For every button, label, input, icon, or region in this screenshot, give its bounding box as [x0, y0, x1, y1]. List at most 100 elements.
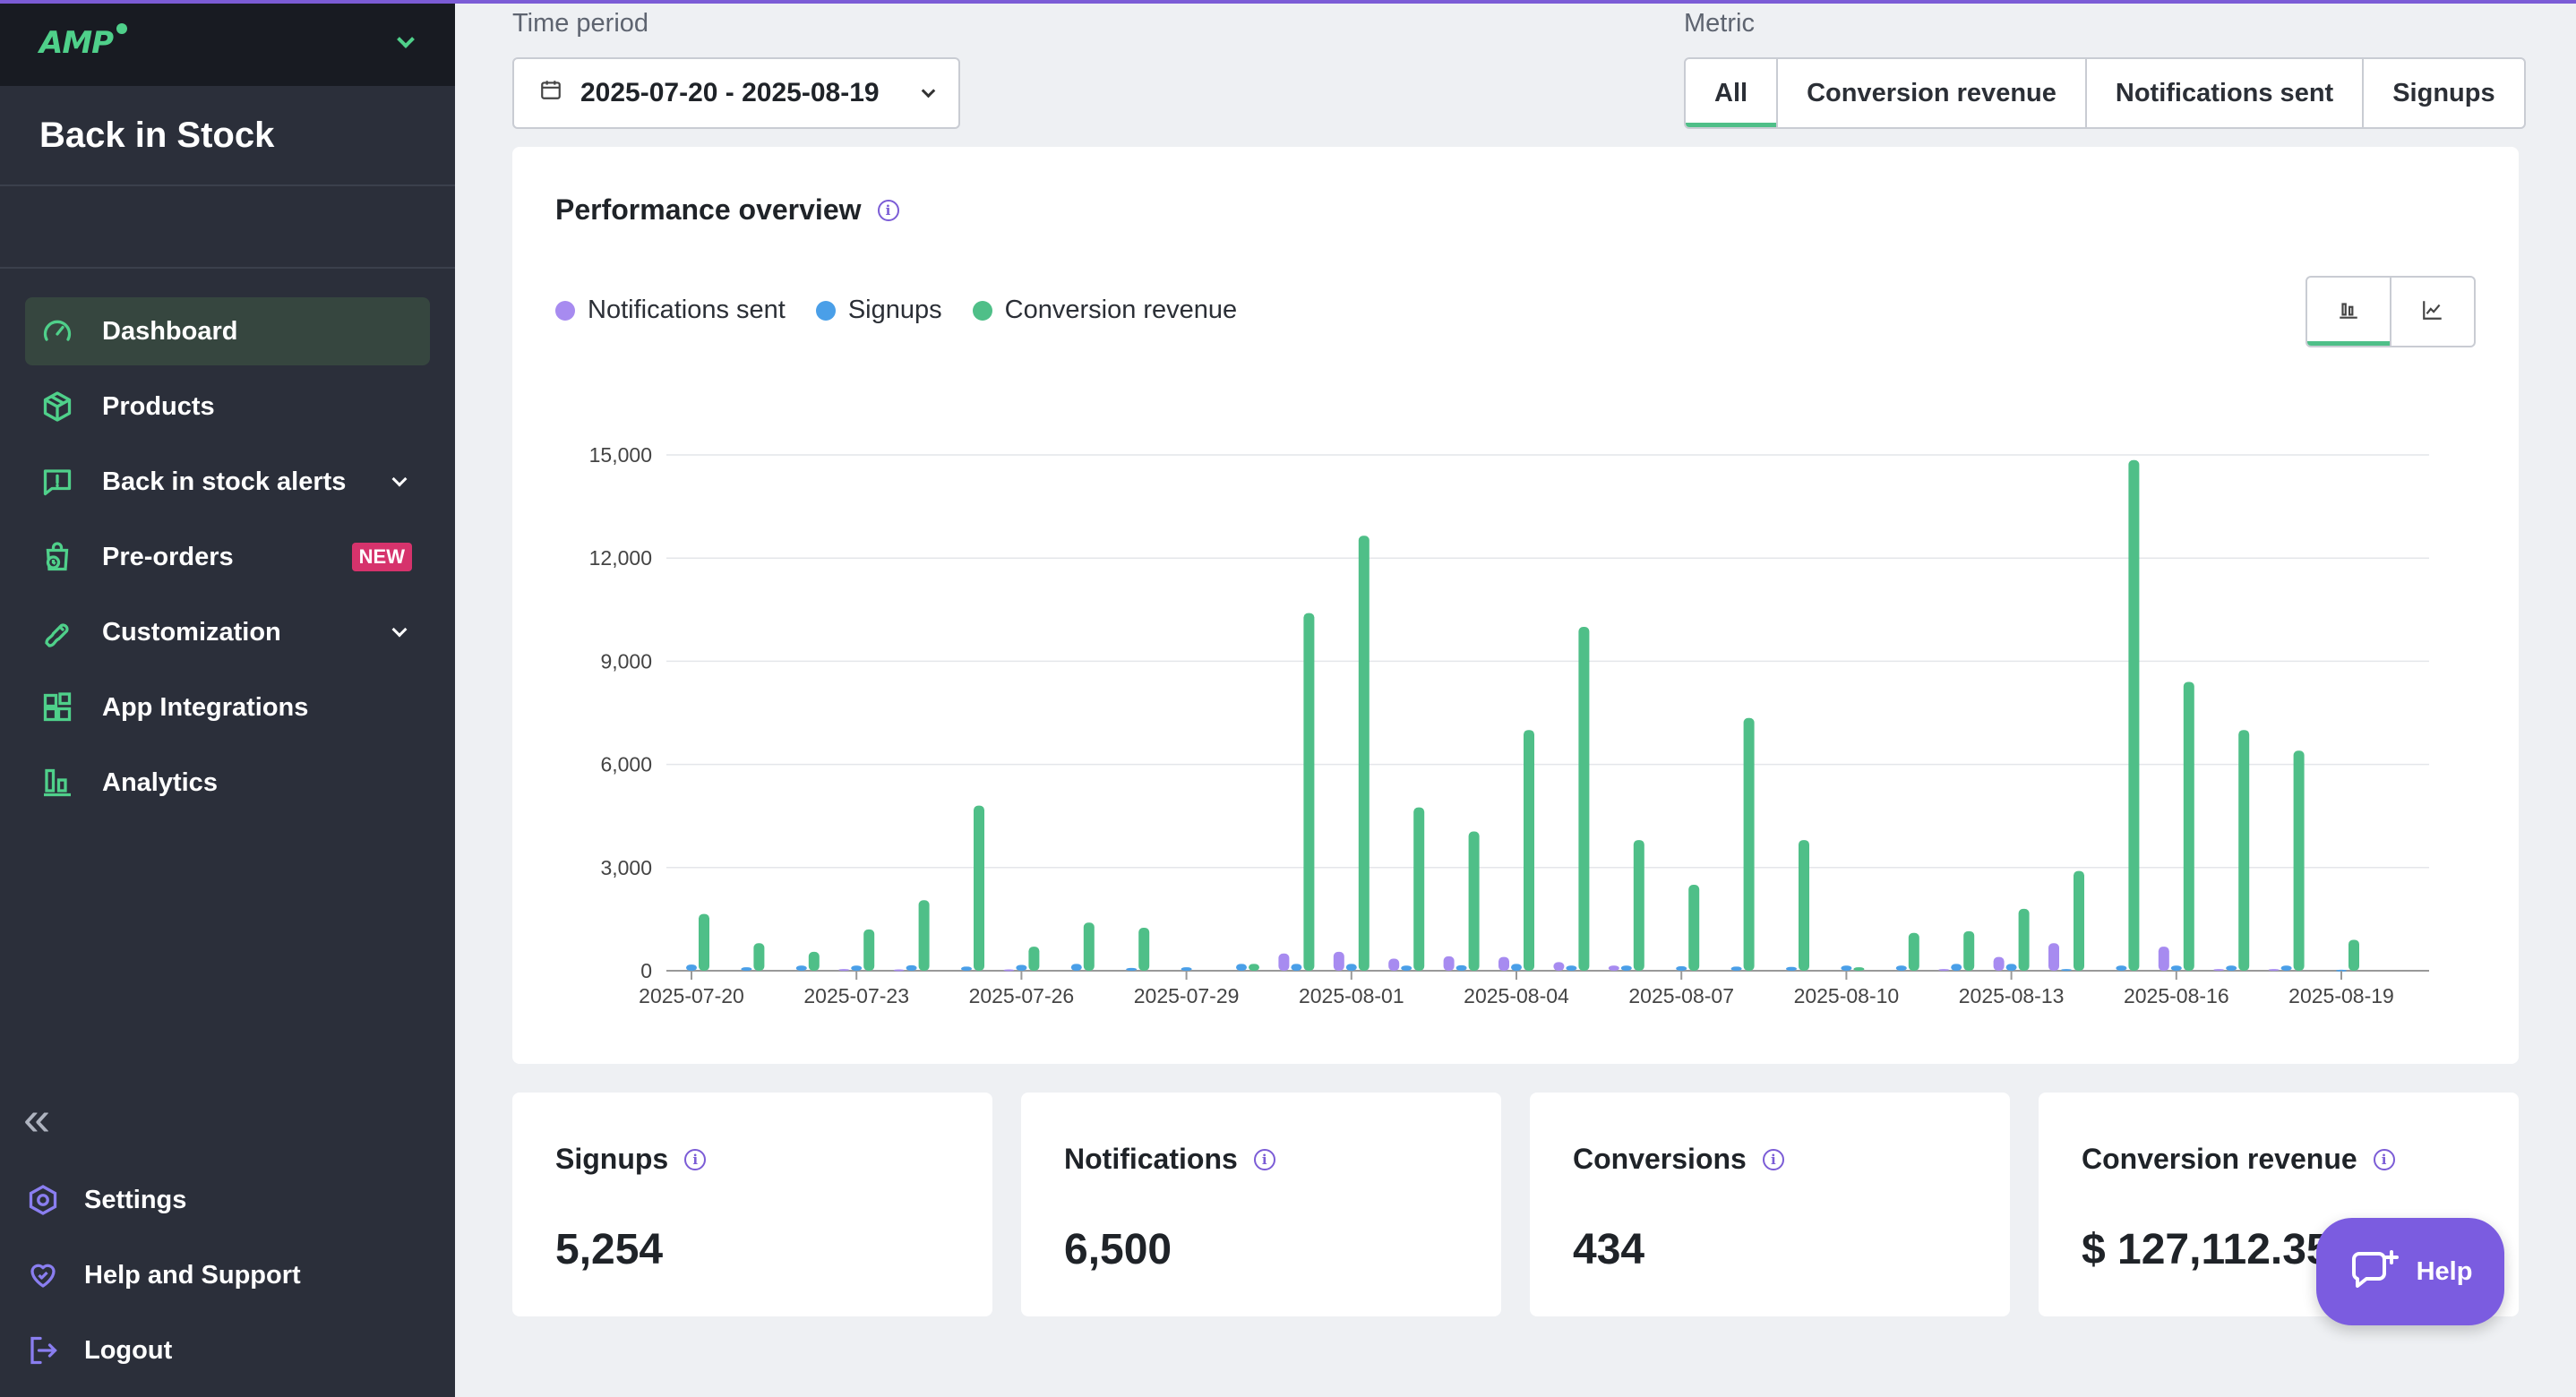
tab-conversion-revenue[interactable]: Conversion revenue: [1778, 59, 2087, 127]
chart-bar: [1468, 831, 1480, 971]
chart-bar: [1676, 966, 1687, 971]
help-label: Help: [2416, 1256, 2473, 1286]
chart-bar: [1799, 840, 1809, 971]
info-icon[interactable]: i: [684, 1148, 707, 1170]
chart-bar: [2018, 908, 2030, 971]
x-tick-label: 2025-07-20: [639, 984, 744, 1007]
logo-dot: [116, 23, 128, 34]
sidebar-item-label: Help and Support: [84, 1260, 301, 1290]
chart-bar: [1633, 840, 1644, 971]
collapse-sidebar-icon[interactable]: «: [23, 1092, 51, 1145]
logout-icon: [25, 1333, 61, 1368]
sidebar-item-label: Dashboard: [102, 316, 238, 346]
legend-item-notifications-sent[interactable]: Notifications sent: [555, 296, 786, 325]
tab-signups[interactable]: Signups: [2392, 78, 2495, 107]
gauge-icon: [39, 313, 75, 349]
chart-bar: [1963, 930, 1975, 971]
info-icon[interactable]: i: [2373, 1148, 2395, 1170]
stat-title: Conversion revenue i: [2082, 1143, 2395, 1176]
stat-title: Signups i: [555, 1143, 707, 1176]
chart-bar: [1730, 966, 1742, 971]
chart-bar: [1743, 717, 1755, 971]
sidebar-item-pre-orders[interactable]: Pre-orders NEW: [25, 523, 430, 591]
chart-bar: [1083, 922, 1095, 971]
sidebar-item-app-integrations[interactable]: App Integrations: [25, 673, 430, 741]
chart-bar: [1333, 951, 1344, 971]
amp-logo: AMP: [39, 23, 128, 61]
chart-bar: [1291, 964, 1302, 971]
chart-bar: [1578, 627, 1590, 971]
x-tick-label: 2025-08-16: [2124, 984, 2229, 1007]
chart-bar: [2213, 969, 2225, 972]
chevron-down-icon[interactable]: [391, 471, 408, 487]
sidebar-item-label: App Integrations: [102, 692, 309, 722]
sidebar-item-label: Logout: [84, 1335, 173, 1365]
info-icon[interactable]: i: [1762, 1148, 1784, 1170]
chart-bar: [1413, 807, 1425, 971]
sidebar-item-dashboard[interactable]: Dashboard: [25, 297, 430, 365]
chart-bar: [1236, 964, 1247, 971]
sidebar-item-analytics[interactable]: Analytics: [25, 749, 430, 817]
x-tick-label: 2025-07-23: [803, 984, 909, 1007]
sidebar-item-help-and-support[interactable]: Help and Support: [25, 1238, 437, 1313]
card-title-text: Performance overview: [555, 193, 862, 226]
x-tick-label: 2025-07-26: [969, 984, 1075, 1007]
chart-bar: [1278, 953, 1290, 971]
line-chart-icon: [2421, 298, 2444, 326]
chart-bar: [2116, 965, 2127, 971]
legend-dot: [815, 300, 836, 321]
logo-bar[interactable]: AMP: [0, 0, 455, 86]
chart-bar: [2280, 965, 2292, 971]
chevron-down-icon[interactable]: [397, 30, 415, 48]
chart-bar: [741, 967, 752, 971]
chart-bar: [893, 969, 905, 972]
info-icon[interactable]: i: [1253, 1148, 1275, 1170]
chart-bar: [1016, 964, 1027, 971]
calendar-icon: [539, 78, 562, 108]
chart-bar: [1993, 956, 2005, 971]
sidebar-nav: Dashboard Products Back in stock alerts …: [0, 269, 455, 817]
chart-bar: [2005, 964, 2017, 971]
sidebar-item-settings[interactable]: Settings: [25, 1162, 437, 1238]
sidebar-item-products[interactable]: Products: [25, 373, 430, 441]
chart-bar: [1688, 885, 1700, 971]
chart-bar: [1303, 613, 1315, 971]
x-tick-label: 2025-08-19: [2288, 984, 2394, 1007]
bar-view-button[interactable]: [2307, 278, 2391, 346]
sidebar-item-back-in-stock-alerts[interactable]: Back in stock alerts: [25, 448, 430, 516]
stat-value: 434: [1573, 1226, 1645, 1273]
x-tick-label: 2025-07-29: [1134, 984, 1240, 1007]
chevron-down-icon[interactable]: [391, 621, 408, 638]
date-range-picker[interactable]: 2025-07-20 - 2025-08-19: [512, 57, 960, 129]
y-tick-label: 3,000: [600, 856, 652, 879]
y-tick-label: 6,000: [600, 753, 652, 776]
chart-bar: [1951, 964, 1962, 971]
stat-card-signups: Signups i 5,254: [512, 1093, 992, 1316]
chart-bar: [1443, 956, 1455, 971]
tab-all[interactable]: All: [1686, 59, 1779, 127]
chart-bar: [795, 965, 807, 971]
stat-title-text: Conversions: [1573, 1143, 1747, 1175]
sidebar-item-logout[interactable]: Logout: [25, 1313, 437, 1388]
tab-notifications-sent[interactable]: Notifications sent: [2087, 59, 2365, 127]
legend-item-signups[interactable]: Signups: [815, 296, 942, 325]
chart-bar: [686, 964, 697, 971]
chart-bar: [2074, 870, 2084, 971]
metric-label: Metric: [1684, 9, 1755, 38]
main-content: Time period 2025-07-20 - 2025-08-19 Metr…: [455, 0, 2576, 1397]
chart-bar: [1908, 932, 1919, 971]
sidebar-item-customization[interactable]: Customization: [25, 598, 430, 666]
info-icon[interactable]: i: [877, 199, 899, 221]
chart-bar: [1511, 964, 1522, 971]
chart-bar: [906, 964, 917, 971]
chart-bar: [1841, 965, 1852, 971]
chart-bar: [2183, 681, 2194, 971]
help-button[interactable]: Help: [2316, 1218, 2504, 1325]
line-view-button[interactable]: [2391, 278, 2474, 346]
stat-card-conversions: Conversions i 434: [1530, 1093, 2010, 1316]
chart-bar: [1138, 928, 1150, 971]
legend-item-conversion-revenue[interactable]: Conversion revenue: [972, 296, 1237, 325]
chart-bar: [1003, 969, 1015, 972]
stat-title: Conversions i: [1573, 1143, 1784, 1176]
performance-overview-card: Performance overview i Notifications sen…: [512, 147, 2519, 1064]
